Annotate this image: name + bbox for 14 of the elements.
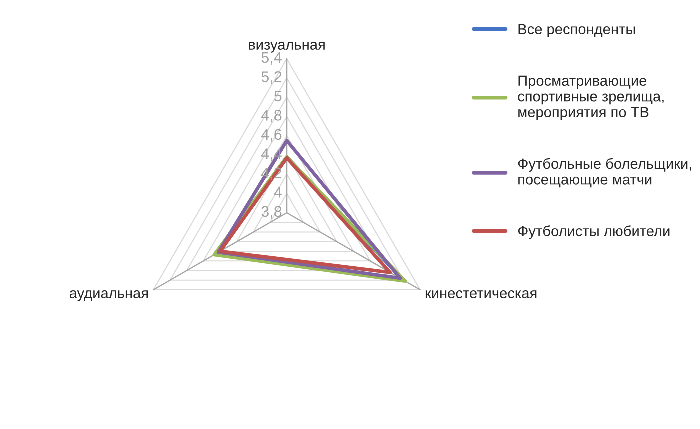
y-tick-label: 5,2 xyxy=(262,72,282,84)
y-tick-label: 3,8 xyxy=(262,206,282,219)
y-tick-label: 4,6 xyxy=(261,129,282,142)
legend-label: Просматривающие спортивные зрелища, мероприятия по ТВ xyxy=(518,76,664,120)
y-tick-label: 4,8 xyxy=(261,110,282,123)
legend-label: Все респонденты xyxy=(518,24,636,38)
spoke-label: аудиальная xyxy=(70,290,148,302)
legend-label: Футбольные болельщики, посещающие матчи xyxy=(518,158,692,188)
legend-label: Футболисты любители xyxy=(518,226,670,240)
spoke-label: кинестетическая xyxy=(426,290,537,299)
y-tick-label: 4 xyxy=(274,187,282,198)
y-tick-label: 5,4 xyxy=(262,52,282,65)
y-tick-label: 5 xyxy=(274,90,282,102)
spoke-label: визуальная xyxy=(249,42,325,53)
